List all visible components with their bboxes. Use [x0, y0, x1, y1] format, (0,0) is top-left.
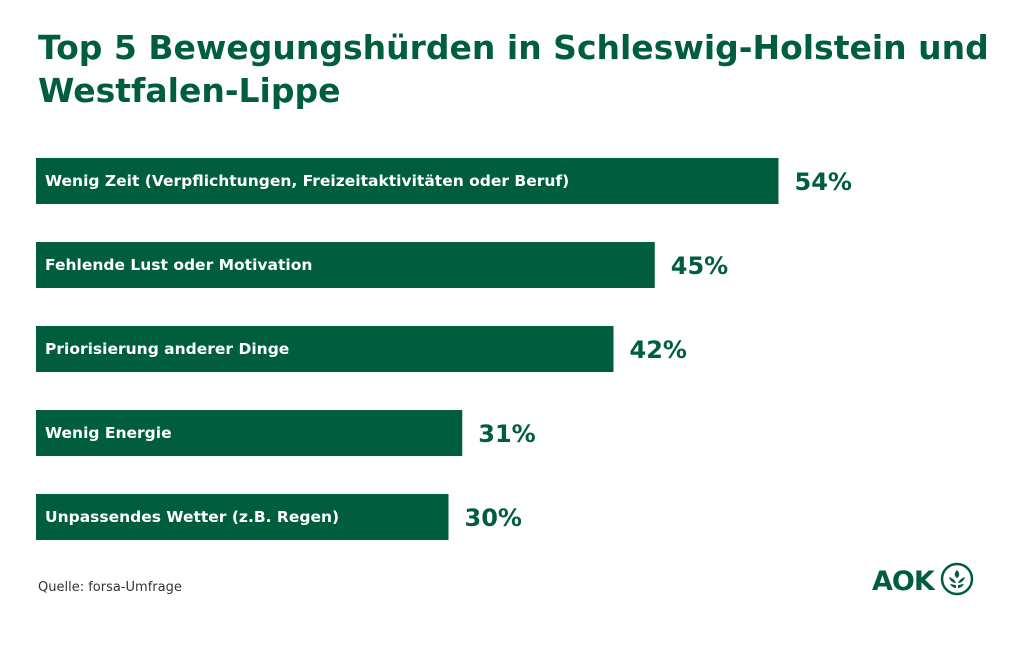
bar-label-5: Unpassendes Wetter (z.B. Regen)	[45, 508, 339, 526]
aok-logo: AOK	[872, 562, 974, 600]
bar-3	[36, 326, 614, 372]
value-label-2: 45%	[671, 252, 728, 280]
bar-label-4: Wenig Energie	[45, 424, 172, 442]
bar-label-2: Fehlende Lust oder Motivation	[45, 256, 312, 274]
value-label-4: 31%	[478, 420, 535, 448]
logo-text: AOK	[872, 565, 935, 597]
value-label-1: 54%	[795, 168, 852, 196]
bar-2	[36, 242, 655, 288]
value-label-5: 30%	[465, 504, 522, 532]
bar-1	[36, 158, 779, 204]
bar-label-1: Wenig Zeit (Verpflichtungen, Freizeitakt…	[45, 172, 569, 190]
bar-5	[36, 494, 449, 540]
bar-4	[36, 410, 463, 456]
source-note: Quelle: forsa-Umfrage	[38, 580, 182, 595]
aok-tree-icon	[940, 562, 974, 600]
chart-title: Top 5 Bewegungshürden in Schleswig-Holst…	[38, 28, 989, 110]
value-label-3: 42%	[630, 336, 687, 364]
bar-label-3: Priorisierung anderer Dinge	[45, 340, 289, 358]
